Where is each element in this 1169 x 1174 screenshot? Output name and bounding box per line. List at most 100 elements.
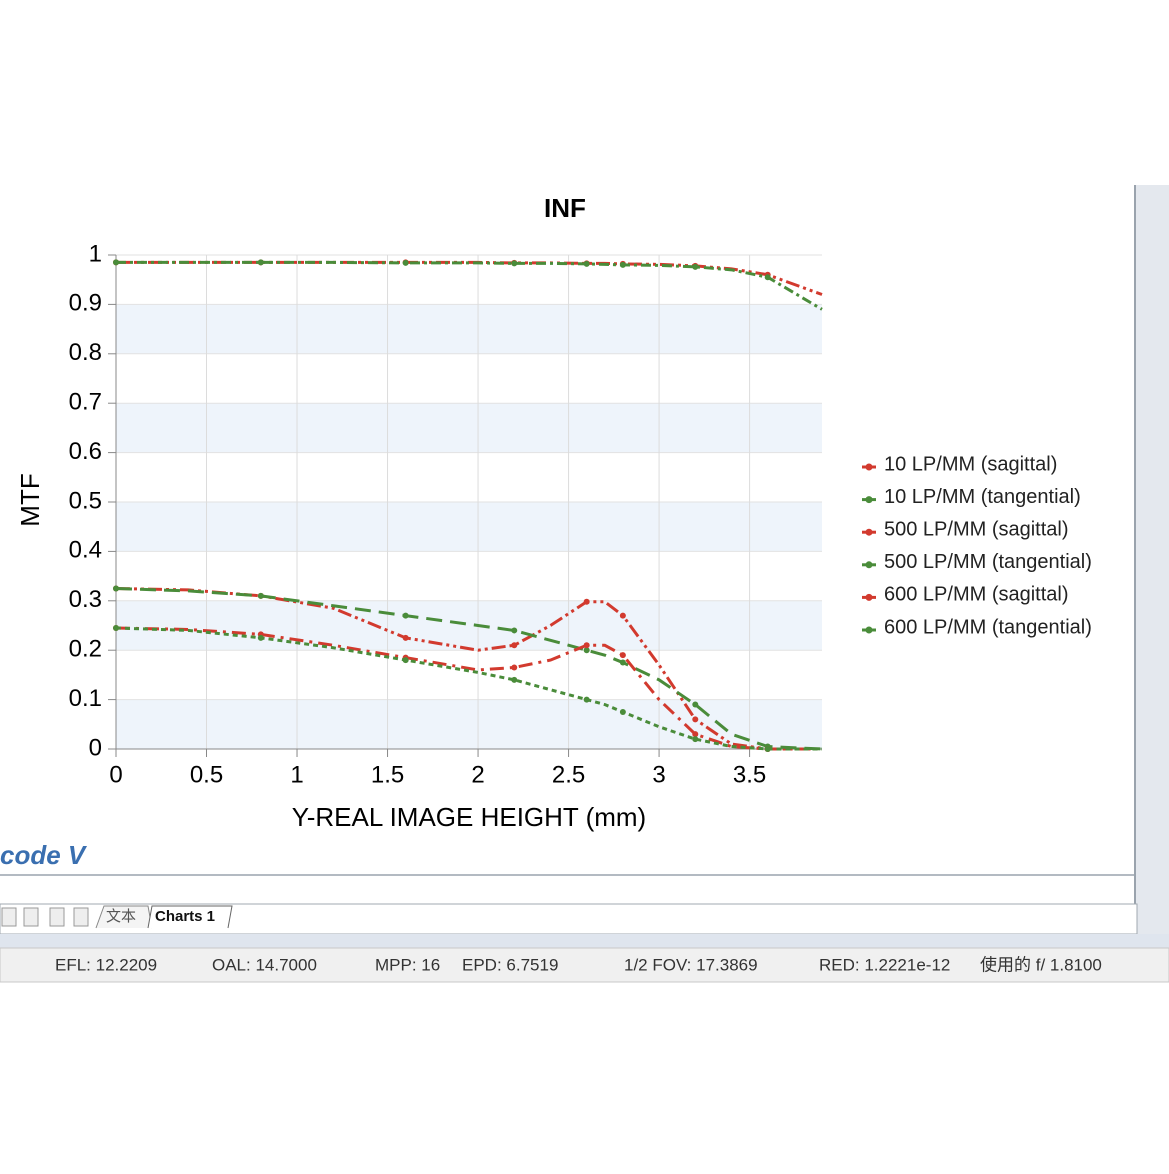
legend-label: 600 LP/MM (tangential) [884,616,1092,638]
series-marker [511,627,518,634]
series-line [115,626,822,751]
series-marker [583,642,590,649]
legend-label: 500 LP/MM (sagittal) [884,518,1069,540]
y-tick-label: 0.3 [69,586,102,613]
status-bar [0,947,1169,983]
legend-swatch-dot [865,463,873,471]
y-tick-label: 0.2 [69,636,102,663]
series-marker [257,592,264,599]
series-marker [113,585,119,592]
x-tick-label: 3.5 [733,761,766,788]
x-tick-label: 3 [652,761,665,788]
series-marker [402,634,409,641]
series-line [116,260,823,311]
series-marker [511,642,518,649]
chart-title: INF [544,193,586,223]
y-tick-label: 0.6 [69,438,102,465]
series-marker [113,624,119,631]
y-tick-label: 0 [89,734,102,761]
series-marker [692,716,699,723]
series-marker [692,736,699,743]
status-item: OAL: 14.7000 [212,955,317,974]
series-marker [619,261,626,268]
legend-label: 600 LP/MM (sagittal) [884,584,1069,606]
nav-button[interactable] [73,907,89,927]
series-marker [583,260,590,267]
legend-label: 500 LP/MM (tangential) [884,551,1092,573]
nav-button[interactable] [23,907,39,927]
y-axis-label: MTF [15,473,45,526]
y-tick-label: 0.1 [69,685,102,712]
series-marker [511,676,518,683]
series-marker [583,696,590,703]
series-marker [113,259,119,266]
legend-label: 10 LP/MM (tangential) [884,486,1081,508]
series-line [115,586,823,751]
grid-band [116,304,822,354]
series-marker [511,664,518,671]
grid-band [116,502,822,552]
series-marker [619,612,626,619]
x-tick-label: 1 [290,761,303,788]
series-marker [692,701,699,708]
y-tick-label: 0.9 [69,290,102,317]
series-marker [692,263,699,270]
legend-swatch-dot [865,593,873,601]
status-item: RED: 1.2221e-12 [819,955,950,974]
tab-label[interactable]: Charts 1 [155,908,215,925]
series-marker [257,634,264,641]
y-tick-label: 0.7 [69,389,102,416]
status-item: EFL: 12.2209 [55,955,157,974]
tab-active[interactable] [147,905,233,929]
series-marker [583,598,590,605]
series-marker [257,259,264,266]
series-line [115,626,822,751]
logo: code V [0,840,88,870]
series-marker [764,746,771,752]
x-tick-label: 0 [109,761,122,788]
series-line [116,260,823,296]
series-marker [583,647,590,654]
tab-nav[interactable] [1,907,89,927]
legend-swatch-dot [865,626,873,634]
legend-swatch-dot [865,496,873,504]
series-marker [619,708,626,715]
status-item: EPD: 6.7519 [462,955,558,974]
legend-label: 10 LP/MM (sagittal) [884,453,1057,475]
grid-band [116,699,822,749]
grid-band [116,600,822,651]
status-item: 1/2 FOV: 17.3869 [624,955,758,974]
series-marker [402,612,409,619]
plot: 0 0.1 0.2 0.3 0.4 0.5 0.6 0.7 0.8 0.9 1 0 0.5 1 1.5 2 2.… [69,240,1092,788]
legend-swatch-dot [865,528,873,536]
nav-button[interactable] [49,907,65,927]
series-marker [402,259,409,266]
status-item: MPP: 16 [375,955,440,974]
status-item: 使用的 f/ 1.8100 [980,954,1102,974]
x-tick-label: 2.5 [552,761,585,788]
tab-bar-bottom [0,934,1169,948]
series-marker [619,652,626,659]
grid-band [116,403,822,453]
tab-label[interactable]: 文本 [106,908,136,925]
series-marker [764,274,771,281]
nav-button[interactable] [1,907,17,927]
series-line [115,586,822,751]
x-axis-label: Y-REAL IMAGE HEIGHT (mm) [292,802,646,832]
x-tick-label: 2 [471,761,484,788]
x-tick-label: 0.5 [190,761,223,788]
series-marker [511,260,518,267]
series-marker [692,731,699,738]
series-marker [619,659,626,666]
y-tick-label: 1 [89,240,102,267]
y-tick-label: 0.8 [69,339,102,366]
status-items: EFL: 12.2209 OAL: 14.7000 MPP: 16 EPD: 6.75… [55,954,1102,974]
legend-swatch-dot [865,561,873,569]
series-marker [402,657,409,664]
side-panel [1135,185,1169,945]
y-tick-label: 0.4 [69,537,102,564]
y-tick-label: 0.5 [69,487,102,514]
x-tick-label: 1.5 [371,761,404,788]
